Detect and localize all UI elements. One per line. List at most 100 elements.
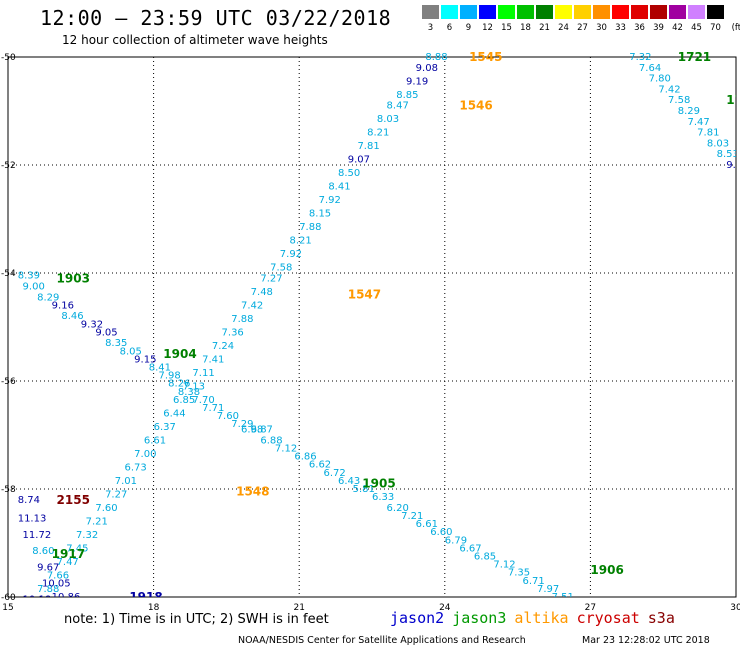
credit-text: NOAA/NESDIS Center for Satellite Applica… (238, 635, 526, 646)
wave-height-label: 8.29 (37, 292, 59, 303)
wave-height-label: 9.87 (32, 600, 54, 611)
wave-height-label: 8.26 (168, 379, 190, 390)
wave-height-label: 7.70 (192, 395, 214, 406)
wave-height-label: 8.41 (149, 363, 171, 374)
legend-label: 36 (634, 23, 645, 33)
wave-height-label: 7.42 (658, 84, 680, 95)
legend-swatch (555, 5, 572, 19)
wave-height-label: 8.53 (717, 149, 739, 160)
legend-label: 15 (501, 23, 512, 33)
wave-height-label: 7.42 (241, 300, 263, 311)
wave-height-label: 7.27 (260, 273, 282, 284)
map-subtitle: 12 hour collection of altimeter wave hei… (62, 33, 328, 47)
legend-swatch (422, 5, 439, 19)
map-title: 12:00 – 23:59 UTC 03/22/2018 (40, 6, 392, 30)
wave-height-label: 9.08 (416, 63, 438, 74)
wave-height-label: 8.03 (377, 114, 399, 125)
wave-height-label: 7.21 (86, 516, 108, 527)
wave-height-label: 7.12 (275, 444, 297, 455)
wave-height-label: 6.71 (522, 576, 544, 587)
legend-unit: (ft) (731, 23, 740, 33)
x-tick-label: 27 (585, 603, 596, 613)
wave-height-label: 8.50 (338, 168, 360, 179)
wave-height-label: 7.29 (231, 419, 253, 430)
y-tick-label: -60 (1, 593, 16, 603)
wave-height-label: 7.66 (47, 570, 69, 581)
legend-swatch (631, 5, 648, 19)
wave-height-label: 7.12 (493, 560, 515, 571)
x-tick-label: 24 (439, 603, 451, 613)
wave-height-label: 11.13 (18, 514, 47, 525)
wave-height-label: 7.24 (212, 341, 234, 352)
wave-height-label: 9.71 (42, 606, 64, 617)
legend-swatch (612, 5, 629, 19)
wave-height-label: 6.60 (430, 527, 452, 538)
wave-height-label: 7.47 (687, 117, 709, 128)
wave-height-label: 7.41 (202, 354, 224, 365)
wave-height-label: 6.33 (372, 492, 394, 503)
legend-swatch (707, 5, 724, 19)
wave-height-label: 7.92 (280, 249, 302, 260)
wave-height-label: 9.05 (95, 327, 117, 338)
satellite-legend: jason2 jason3 altika cryosat s3a (390, 609, 683, 627)
legend-label: 33 (615, 23, 626, 33)
wave-height-label: 5.81 (353, 484, 375, 495)
wave-height-label: 6.20 (387, 503, 409, 514)
legend-label: 24 (558, 23, 569, 33)
wave-height-label: 8.39 (18, 271, 40, 282)
x-tick-label: 18 (148, 603, 160, 613)
x-tick-label: 30 (730, 603, 740, 613)
wave-height-label: 9.64 (32, 608, 54, 619)
legend-swatch (479, 5, 496, 19)
wave-height-label: 8.21 (367, 128, 389, 139)
wave-height-label: 6.79 (445, 535, 467, 546)
wave-height-label: 7.60 (217, 411, 239, 422)
wave-height-label: 6.87 (251, 425, 273, 436)
wave-height-label: 6.85 (474, 552, 496, 563)
wave-height-label: 7.88 (231, 314, 253, 325)
wave-height-label: 8.41 (328, 182, 350, 193)
wave-height-label: 7.80 (649, 74, 671, 85)
y-tick-label: -58 (1, 485, 16, 495)
wave-height-label: 9.15 (134, 354, 156, 365)
wave-height-label: 8.47 (387, 101, 409, 112)
pass-time-label: 1917 (52, 547, 85, 561)
wave-height-label: 7.27 (105, 489, 127, 500)
map-frame (7, 56, 737, 598)
wave-height-label: 7.98 (158, 371, 180, 382)
wave-height-label: 6.86 (294, 452, 316, 463)
note-text: note: 1) Time is in UTC; 2) SWH is in fe… (64, 612, 329, 627)
wave-height-label: 7.45 (66, 543, 88, 554)
wave-height-label: 7.36 (222, 327, 244, 338)
wave-height-label: 7.48 (251, 287, 273, 298)
satellite-jason3: jason3 (452, 609, 507, 627)
wave-height-label: 8.15 (309, 209, 331, 220)
satellite-jason2: jason2 (390, 609, 445, 627)
pass-time-label: 1904 (163, 347, 196, 361)
legend-swatch (536, 5, 553, 19)
legend-swatch (441, 5, 458, 19)
wave-height-label: 11.72 (23, 530, 52, 541)
wave-height-label: 6.72 (323, 468, 345, 479)
wave-height-label: 6.61 (416, 519, 438, 530)
wave-height-label: 9.16 (52, 300, 74, 311)
pass-time-label: 1905 (362, 477, 395, 491)
pass-time-label: 1547 (348, 288, 381, 302)
pass-time-label: 1545 (469, 50, 502, 64)
satellite-s3a: s3a (647, 609, 675, 627)
legend-swatch (669, 5, 686, 19)
wave-height-label: 7.11 (192, 368, 214, 379)
y-tick-label: -54 (1, 269, 16, 279)
legend-swatch (460, 5, 477, 19)
satellite-altika: altika (514, 609, 569, 627)
legend-swatch (593, 5, 610, 19)
legend-label: 27 (577, 23, 588, 33)
wave-height-label: 10.18 (23, 595, 52, 606)
y-tick-label: -52 (1, 161, 16, 171)
x-tick-label: 21 (293, 603, 304, 613)
wave-height-label: 7.21 (401, 511, 423, 522)
wave-height-label: 6.67 (459, 543, 481, 554)
legend-swatch (688, 5, 705, 19)
wave-height-label: 7.00 (134, 449, 156, 460)
